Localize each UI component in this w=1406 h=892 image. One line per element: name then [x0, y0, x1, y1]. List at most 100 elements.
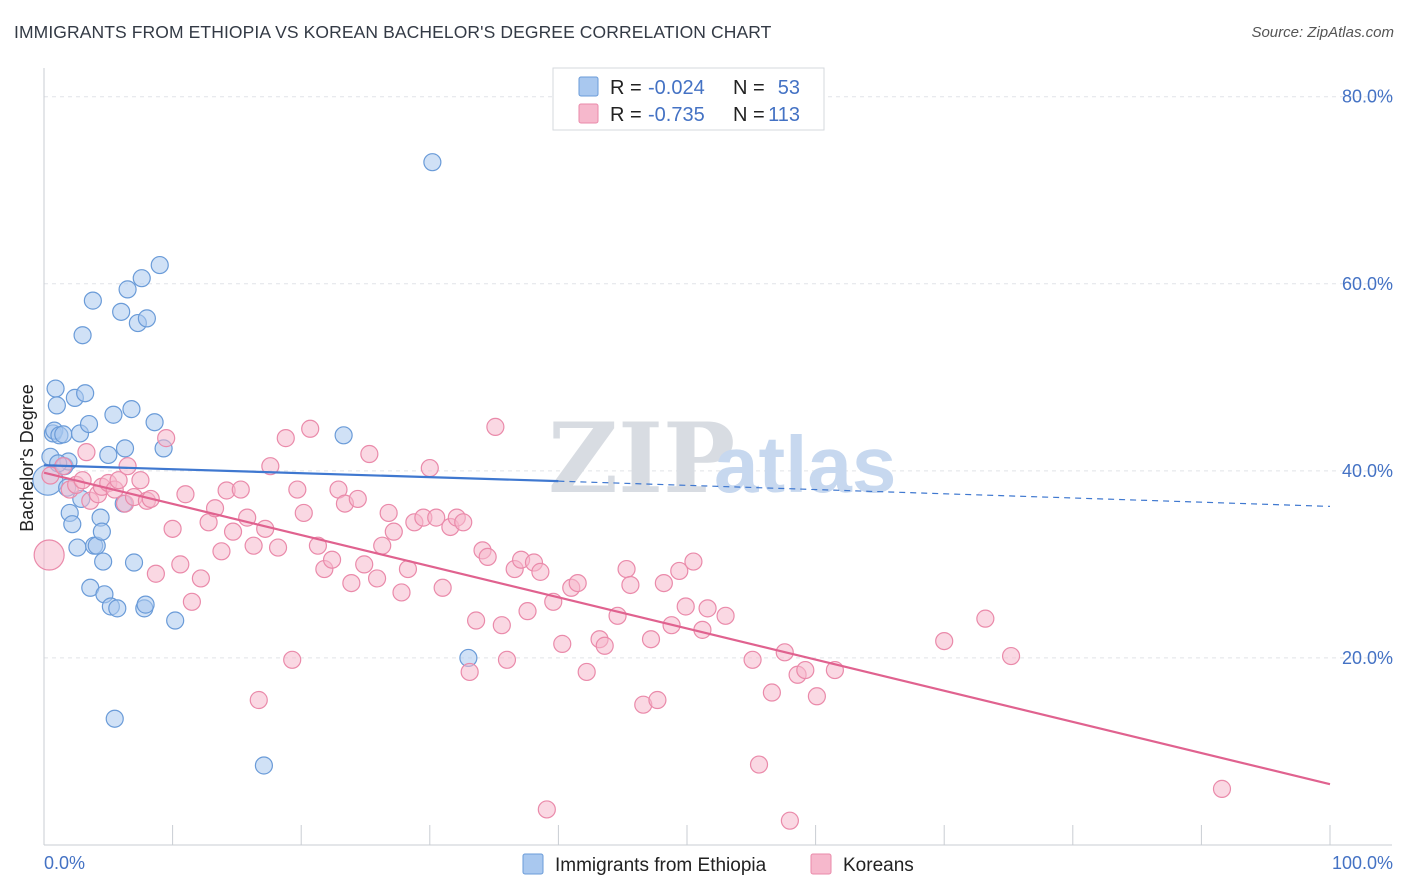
point-ethiopia-36 [118, 280, 137, 299]
point-ethiopia-43 [137, 309, 156, 328]
point-koreans-21 [163, 519, 182, 538]
bottom-legend-label-koreans: Koreans [843, 855, 914, 876]
point-koreans-38 [276, 429, 295, 448]
point-koreans-54 [379, 503, 398, 523]
point-koreans-67 [466, 611, 486, 630]
legend-r-value-1: -0.735 [648, 104, 705, 126]
point-koreans-49 [348, 489, 367, 509]
point-koreans-43 [308, 536, 328, 555]
y-tick-label-2: 40.0% [1342, 461, 1393, 481]
legend-r-value-0: -0.024 [648, 77, 705, 99]
legend-swatch-koreans [578, 103, 599, 124]
point-ethiopia-37 [122, 400, 141, 419]
source-label: Source: ZipAtlas.com [1251, 24, 1394, 41]
point-koreans-40 [288, 480, 307, 499]
point-ethiopia-28 [99, 445, 118, 465]
bottom-legend: Immigrants from Ethiopia Koreans [522, 853, 914, 876]
point-koreans-39 [283, 650, 302, 669]
point-ethiopia-32 [108, 599, 127, 618]
x-tick-min: 0.0% [44, 853, 85, 873]
point-koreans-62 [433, 578, 452, 597]
point-ethiopia-50 [423, 153, 442, 172]
point-koreans-51 [360, 444, 379, 464]
point-koreans-80 [553, 634, 572, 653]
point-ethiopia-19 [79, 414, 99, 434]
y-tick-labels: 80.0% 60.0% 40.0% 20.0% [1342, 87, 1393, 668]
point-koreans-85 [595, 636, 614, 655]
y-axis-label: Bachelor's Degree [17, 384, 37, 532]
legend-n-value-1: 113 [768, 104, 800, 126]
x-tick-max: 100.0% [1332, 853, 1393, 873]
point-koreans-65 [454, 513, 473, 532]
point-koreans-34 [249, 690, 268, 710]
watermark: ZIP atlas [548, 402, 896, 515]
point-koreans-23 [176, 485, 195, 504]
point-koreans-6 [77, 443, 96, 462]
bottom-legend-swatch-koreans [810, 853, 832, 875]
point-koreans-110 [1001, 646, 1021, 666]
point-koreans-31 [231, 480, 250, 499]
point-koreans-91 [648, 690, 667, 710]
point-ethiopia-48 [254, 756, 274, 775]
point-ethiopia-47 [166, 611, 185, 630]
point-koreans-112 [780, 811, 799, 830]
y-tick-label-3: 20.0% [1342, 648, 1393, 668]
point-koreans-72 [497, 650, 517, 669]
trend-ethiopia-dashed [558, 480, 1331, 507]
point-koreans-25 [191, 569, 210, 588]
point-koreans-37 [268, 538, 288, 557]
point-ethiopia-38 [124, 553, 144, 572]
point-ethiopia-26 [94, 552, 113, 571]
point-koreans-56 [392, 583, 411, 602]
trend-ethiopia-solid [43, 464, 559, 483]
point-koreans-30 [223, 522, 243, 541]
point-koreans-28 [212, 542, 231, 561]
trend-koreans [43, 471, 1331, 786]
point-koreans-111 [1212, 779, 1232, 798]
point-koreans-22 [171, 555, 190, 574]
legend-swatch-ethiopia [578, 76, 599, 97]
point-koreans-45 [322, 550, 342, 569]
legend-r-label-0: R = [610, 77, 642, 99]
trend-lines [43, 464, 1331, 786]
legend-n-label-0: N = [733, 77, 765, 99]
point-koreans-50 [355, 555, 374, 574]
point-ethiopia-4 [46, 379, 65, 398]
chart-title: IMMIGRANTS FROM ETHIOPIA VS KOREAN BACHE… [14, 22, 772, 42]
point-koreans-75 [518, 602, 537, 621]
point-ethiopia-5 [47, 396, 66, 415]
point-koreans-53 [373, 536, 392, 555]
point-koreans-52 [367, 569, 387, 588]
point-ethiopia-31 [105, 709, 124, 728]
point-koreans-71 [492, 616, 511, 635]
point-ethiopia-25 [92, 522, 111, 541]
point-koreans-16 [131, 471, 150, 490]
point-ethiopia-14 [68, 538, 87, 557]
point-koreans-88 [621, 575, 640, 595]
point-koreans-101 [749, 755, 769, 774]
point-koreans-41 [294, 503, 313, 523]
point-koreans-78 [537, 800, 556, 819]
legend-n-value-0: 53 [778, 77, 800, 99]
point-ethiopia-35 [115, 439, 135, 458]
point-koreans-69 [478, 547, 497, 567]
point-ethiopia-45 [150, 255, 169, 275]
point-koreans-83 [577, 662, 596, 682]
point-koreans-87 [617, 559, 636, 579]
point-koreans-106 [807, 687, 826, 706]
point-ethiopia-21 [83, 291, 102, 310]
point-ethiopia-49 [334, 426, 353, 445]
point-koreans-100 [743, 650, 762, 669]
point-koreans-98 [698, 599, 717, 618]
point-koreans-14 [118, 457, 137, 476]
watermark-atlas: atlas [714, 420, 896, 509]
point-koreans-66 [460, 662, 479, 682]
point-koreans-12 [109, 471, 128, 490]
point-koreans-48 [342, 573, 361, 593]
point-ethiopia-44 [145, 413, 164, 432]
point-koreans-99 [716, 606, 735, 625]
y-tick-label-0: 80.0% [1342, 87, 1393, 107]
point-koreans-0 [33, 539, 65, 571]
point-koreans-96 [684, 552, 703, 571]
